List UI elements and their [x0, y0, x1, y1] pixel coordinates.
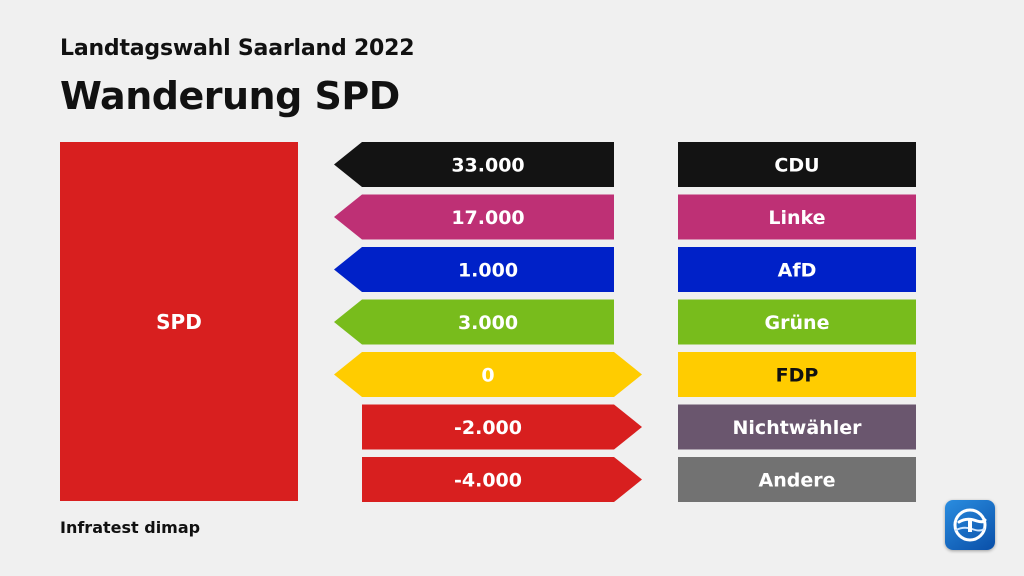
party-label-fdp: FDP: [776, 365, 819, 387]
flow-value-cdu: 33.000: [451, 155, 524, 177]
flow-arrow-nichtwaehler: [362, 404, 642, 450]
flow-arrow-cdu: [334, 142, 614, 187]
chart-subtitle: Landtagswahl Saarland 2022: [60, 36, 415, 61]
party-label-andere: Andere: [759, 470, 836, 492]
party-box-fdp: [678, 352, 916, 397]
flow-value-andere: -4.000: [454, 470, 522, 492]
party-label-afd: AfD: [778, 260, 817, 282]
party-box-linke: [678, 194, 916, 240]
source-credit: Infratest dimap: [60, 518, 201, 537]
flow-arrow-andere: [362, 457, 642, 502]
flow-value-gruene: 3.000: [458, 312, 518, 334]
party-label-linke: Linke: [768, 207, 825, 229]
chart-title: Wanderung SPD: [60, 74, 400, 118]
flow-value-linke: 17.000: [451, 207, 524, 229]
party-box-gruene: [678, 299, 916, 345]
flow-value-afd: 1.000: [458, 260, 518, 282]
flow-arrow-gruene: [334, 299, 614, 345]
party-label-gruene: Grüne: [765, 312, 830, 334]
flow-arrow-linke: [334, 194, 614, 240]
party-label-nichtwaehler: Nichtwähler: [733, 417, 863, 439]
flow-arrow-fdp: [334, 352, 642, 397]
party-label: SPD: [156, 309, 202, 334]
flow-value-fdp: 0: [481, 365, 494, 387]
flow-arrow-afd: [334, 247, 614, 292]
party-label-cdu: CDU: [774, 155, 819, 177]
party-box-andere: [678, 457, 916, 502]
tagesschau-logo-icon: [945, 500, 995, 550]
party-box-spd: SPD: [60, 142, 298, 501]
flow-value-nichtwaehler: -2.000: [454, 417, 522, 439]
party-box-nichtwaehler: [678, 404, 916, 450]
party-box-cdu: [678, 142, 916, 187]
party-box-afd: [678, 247, 916, 292]
